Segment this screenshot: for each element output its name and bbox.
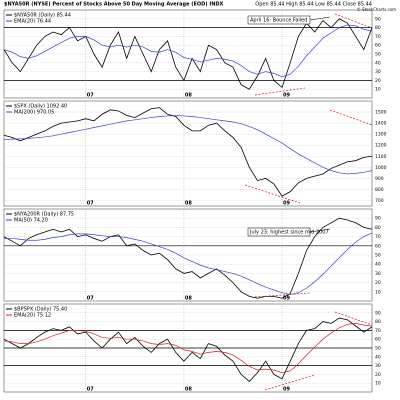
x-tick-label: 08 xyxy=(185,201,192,207)
y-tick-label: 60 xyxy=(375,43,381,49)
y-tick-label: 80 xyxy=(375,225,381,231)
y-tick-label: 1500 xyxy=(375,110,387,116)
y-tick-label: 80 xyxy=(375,25,381,31)
y-tick-label: 50 xyxy=(375,253,381,259)
annotation: July 23: highest since mid 2007 xyxy=(249,230,329,236)
ohlc: Open 85.44 High 85.44 Low 85.44 Close 85… xyxy=(255,2,372,8)
y-tick-label: 90 xyxy=(375,310,381,316)
y-tick-label: 60 xyxy=(375,243,381,249)
legend-label: MA(50) 74.20 xyxy=(14,218,48,224)
y-tick-label: 700 xyxy=(375,198,384,204)
trend-line xyxy=(244,184,301,204)
credit: © StockCharts.com xyxy=(357,7,396,12)
y-tick-label: 1200 xyxy=(375,143,387,149)
y-tick-label: 80 xyxy=(375,319,381,325)
y-tick-label: 800 xyxy=(375,187,384,193)
x-tick-label: 09 xyxy=(283,93,290,99)
legend-label: MA(200) 970.05 xyxy=(14,110,54,116)
x-tick-label: 07 xyxy=(87,387,94,393)
x-tick-label: 09 xyxy=(283,296,290,302)
y-tick-label: 70 xyxy=(375,234,381,240)
trend-line xyxy=(329,109,373,126)
y-tick-label: 30 xyxy=(375,271,381,277)
legend-label: $SPX (Daily) 1092.40 xyxy=(14,104,67,110)
y-tick-label: 10 xyxy=(375,87,381,93)
x-tick-label: 08 xyxy=(185,296,192,302)
trend-line xyxy=(334,13,373,29)
trend-line xyxy=(254,87,306,96)
annotation: April 16: Bounce Failed xyxy=(250,18,307,24)
x-tick-label: 07 xyxy=(87,201,94,207)
y-tick-label: 50 xyxy=(375,52,381,58)
series-line xyxy=(3,18,373,90)
y-tick-label: 50 xyxy=(375,346,381,352)
y-tick-label: 30 xyxy=(375,363,381,369)
legend-label: $NYA200R (Daily) 87.75 xyxy=(14,212,74,218)
y-tick-label: 40 xyxy=(375,262,381,268)
y-tick-label: 1100 xyxy=(375,154,387,160)
y-tick-label: 40 xyxy=(375,354,381,360)
series-line xyxy=(3,317,373,382)
y-tick-label: 1000 xyxy=(375,165,387,171)
series-line xyxy=(3,217,373,299)
y-tick-label: 20 xyxy=(375,78,381,84)
y-tick-label: 900 xyxy=(375,176,384,182)
series-line xyxy=(3,115,373,175)
series-line xyxy=(3,323,373,374)
series-line xyxy=(3,24,373,78)
legend-label: $BPSPX (Daily) 75.40 xyxy=(14,307,67,313)
y-tick-label: 1300 xyxy=(375,132,387,138)
y-tick-label: 90 xyxy=(375,16,381,22)
y-tick-label: 1400 xyxy=(375,121,387,127)
trend-line xyxy=(334,311,373,326)
legend-label: EMA(20) 75.12 xyxy=(14,313,51,319)
y-tick-label: 30 xyxy=(375,69,381,75)
x-tick-label: 07 xyxy=(87,296,94,302)
y-tick-label: 40 xyxy=(375,60,381,66)
annotation-pointer xyxy=(309,228,331,233)
x-tick-label: 09 xyxy=(283,387,290,393)
annotation-pointer xyxy=(309,16,331,21)
series-line xyxy=(4,232,373,295)
y-tick-label: 60 xyxy=(375,337,381,343)
y-tick-label: 20 xyxy=(375,372,381,378)
panel-frame xyxy=(3,100,373,207)
y-tick-label: 20 xyxy=(375,280,381,286)
y-tick-label: 70 xyxy=(375,34,381,40)
y-tick-label: 90 xyxy=(375,216,381,222)
x-tick-label: 08 xyxy=(185,93,192,99)
y-tick-label: 10 xyxy=(375,381,381,387)
x-tick-label: 07 xyxy=(87,93,94,99)
legend-label: EMA(20) 76.44 xyxy=(14,19,51,25)
trend-line xyxy=(254,292,311,298)
chart-title: $NYA50R (NYSE) Percent of Stocks Above 5… xyxy=(4,2,224,8)
y-tick-label: 10 xyxy=(375,289,381,295)
trend-line xyxy=(264,374,316,391)
series-line xyxy=(3,107,373,197)
x-tick-label: 09 xyxy=(283,201,290,207)
legend-label: $NYA50R (Daily) 85.44 xyxy=(14,13,71,19)
y-tick-label: 70 xyxy=(375,328,381,334)
x-tick-label: 08 xyxy=(185,387,192,393)
